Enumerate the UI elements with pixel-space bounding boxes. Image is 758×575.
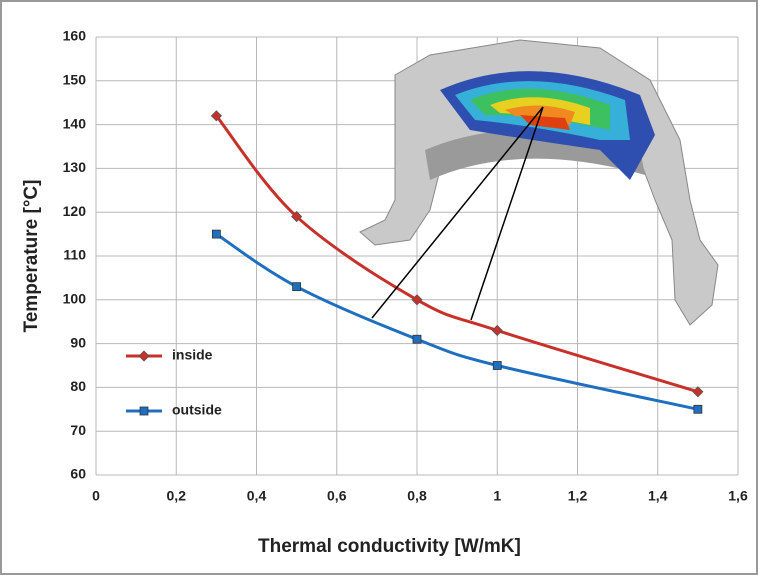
marker bbox=[694, 405, 702, 413]
marker bbox=[413, 335, 421, 343]
y-tick-label: 100 bbox=[63, 291, 87, 307]
y-axis-title: Temperature [°C] bbox=[21, 180, 42, 333]
marker bbox=[493, 362, 501, 370]
x-tick-label: 0,4 bbox=[247, 488, 267, 504]
marker bbox=[212, 230, 220, 238]
y-tick-label: 160 bbox=[63, 28, 87, 44]
y-tick-label: 130 bbox=[63, 159, 87, 175]
y-tick-label: 150 bbox=[63, 72, 87, 88]
chart: 60 70 80 90 100 110 120 130 140 150 160 0 0,2 0,4 0,6 0… bbox=[0, 0, 758, 575]
marker bbox=[140, 407, 148, 415]
x-tick-label: 1,6 bbox=[728, 488, 748, 504]
y-tick-label: 110 bbox=[63, 247, 86, 263]
x-tick-label: 1,2 bbox=[568, 488, 588, 504]
y-tick-label: 80 bbox=[70, 378, 86, 394]
x-tick-label: 0,8 bbox=[407, 488, 427, 504]
x-tick-label: 0 bbox=[92, 488, 100, 504]
y-tick-label: 70 bbox=[70, 422, 86, 438]
x-tick-label: 0,6 bbox=[327, 488, 347, 504]
legend-label: outside bbox=[172, 402, 222, 418]
legend-label: inside bbox=[172, 347, 213, 363]
y-tick-label: 60 bbox=[70, 466, 86, 482]
x-tick-label: 0,2 bbox=[167, 488, 187, 504]
x-tick-label: 1,4 bbox=[648, 488, 668, 504]
y-tick-label: 140 bbox=[63, 115, 87, 131]
marker bbox=[293, 283, 301, 291]
x-axis-title: Thermal conductivity [W/mK] bbox=[258, 536, 521, 557]
x-tick-label: 1 bbox=[493, 488, 501, 504]
y-tick-label: 120 bbox=[63, 203, 87, 219]
y-tick-label: 90 bbox=[70, 334, 86, 350]
